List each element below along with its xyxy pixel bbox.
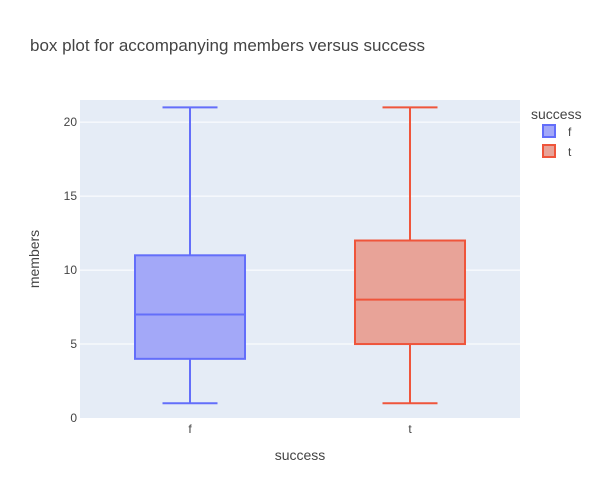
x-tick-label: t [408, 422, 412, 436]
legend-swatch [542, 144, 556, 158]
box-iqr [134, 254, 246, 360]
x-tick-label: f [188, 422, 192, 436]
legend-swatch [542, 124, 556, 138]
x-axis-title: success [275, 447, 326, 463]
box-group-t [354, 106, 466, 405]
legend-label: t [568, 145, 572, 159]
y-tick-label: 10 [64, 263, 78, 277]
y-axis-title: members [26, 230, 42, 288]
y-tick-label: 0 [70, 411, 77, 425]
box-group-f [134, 106, 246, 405]
legend-label: f [568, 125, 572, 139]
legend: success ft [531, 106, 582, 159]
y-tick-label: 20 [64, 115, 78, 129]
y-tick-labels: 0 5 10 15 20 [64, 115, 78, 425]
y-tick-label: 5 [70, 337, 77, 351]
legend-items: ft [542, 124, 572, 159]
legend-item-t: t [542, 144, 572, 159]
legend-item-f: f [542, 124, 572, 139]
box-layer [134, 106, 466, 405]
chart-title: box plot for accompanying members versus… [30, 36, 425, 55]
legend-title: success [531, 106, 582, 122]
box-iqr [354, 239, 466, 346]
y-tick-label: 15 [64, 189, 78, 203]
